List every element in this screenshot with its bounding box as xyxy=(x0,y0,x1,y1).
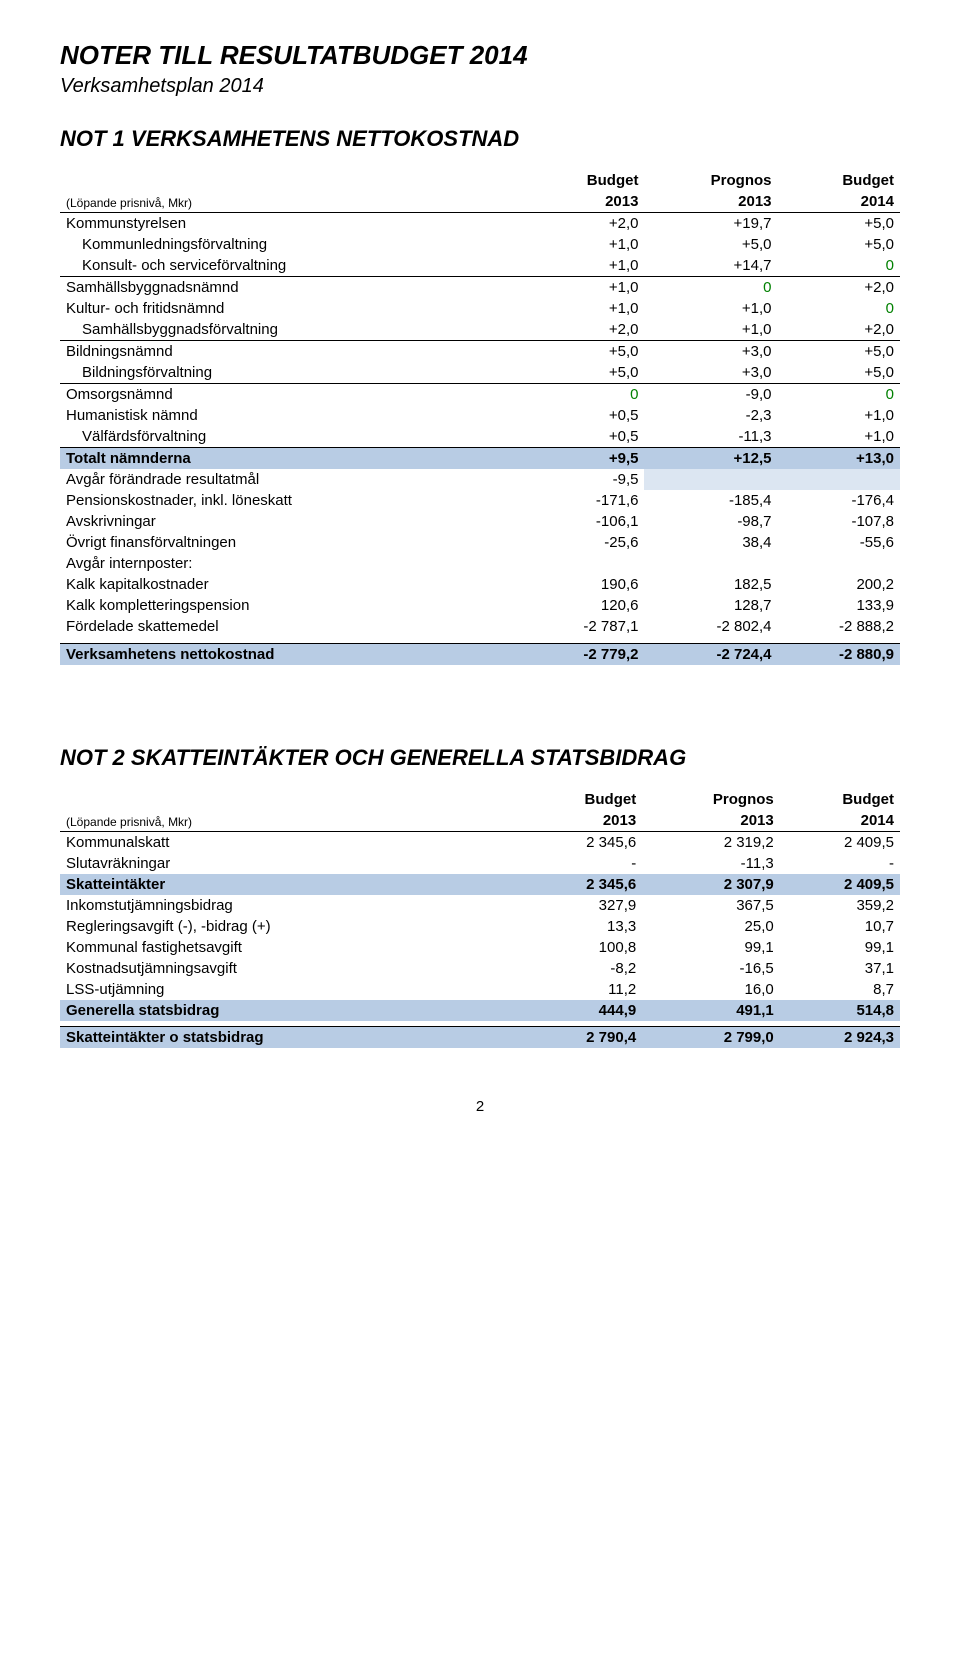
table-row: LSS-utjämning 11,2 16,0 8,7 xyxy=(60,979,900,1000)
table-row: Kalk kapitalkostnader 190,6 182,5 200,2 xyxy=(60,574,900,595)
table-row: Kultur- och fritidsnämnd +1,0 +1,0 0 xyxy=(60,298,900,319)
col-header: 2013 xyxy=(642,810,780,832)
col-header: 2014 xyxy=(780,810,900,832)
not2-table: Budget Prognos Budget (Löpande prisnivå,… xyxy=(60,789,900,1049)
table-row: Övrigt finansförvaltningen -25,6 38,4 -5… xyxy=(60,532,900,553)
col-header: Prognos xyxy=(644,170,777,191)
table-row: Kommunal fastighetsavgift 100,8 99,1 99,… xyxy=(60,937,900,958)
col-header: Budget xyxy=(780,789,900,810)
table-row: Samhällsbyggnadsförvaltning +2,0 +1,0 +2… xyxy=(60,319,900,341)
col-header: Budget xyxy=(778,170,900,191)
table-row: Slutavräkningar - -11,3 - xyxy=(60,853,900,874)
unit-label: (Löpande prisnivå, Mkr) xyxy=(60,810,522,832)
table-row: Kostnadsutjämningsavgift -8,2 -16,5 37,1 xyxy=(60,958,900,979)
table-row: Konsult- och serviceförvaltning +1,0 +14… xyxy=(60,255,900,277)
table-row: Kommunstyrelsen +2,0 +19,7 +5,0 xyxy=(60,213,900,235)
subtotal-row: Totalt nämnderna +9,5 +12,5 +13,0 xyxy=(60,448,900,470)
table-row: Samhällsbyggnadsnämnd +1,0 0 +2,0 xyxy=(60,277,900,299)
table-row: Avskrivningar -106,1 -98,7 -107,8 xyxy=(60,511,900,532)
not2-heading: NOT 2 SKATTEINTÄKTER OCH GENERELLA STATS… xyxy=(60,745,900,771)
subtotal-row: Skatteintäkter 2 345,6 2 307,9 2 409,5 xyxy=(60,874,900,895)
page-subtitle: Verksamhetsplan 2014 xyxy=(60,75,900,98)
page-number: 2 xyxy=(60,1098,900,1115)
total-row: Verksamhetens nettokostnad -2 779,2 -2 7… xyxy=(60,643,900,665)
table-row: Regleringsavgift (-), -bidrag (+) 13,3 2… xyxy=(60,916,900,937)
col-header: 2014 xyxy=(778,191,900,213)
not1-table: Budget Prognos Budget (Löpande prisnivå,… xyxy=(60,170,900,665)
table-row: Pensionskostnader, inkl. löneskatt -171,… xyxy=(60,490,900,511)
table-row: Kalk kompletteringspension 120,6 128,7 1… xyxy=(60,595,900,616)
table-row: Omsorgsnämnd 0 -9,0 0 xyxy=(60,384,900,406)
page-title: NOTER TILL RESULTATBUDGET 2014 xyxy=(60,40,900,71)
col-header: Prognos xyxy=(642,789,780,810)
total-row: Skatteintäkter o statsbidrag 2 790,4 2 7… xyxy=(60,1027,900,1049)
table-row: Bildningsnämnd +5,0 +3,0 +5,0 xyxy=(60,341,900,363)
table-row: Avgår internposter: xyxy=(60,553,900,574)
col-header: Budget xyxy=(522,789,642,810)
table-row: Bildningsförvaltning +5,0 +3,0 +5,0 xyxy=(60,362,900,384)
table-row: Fördelade skattemedel -2 787,1 -2 802,4 … xyxy=(60,616,900,637)
subtotal-row: Generella statsbidrag 444,9 491,1 514,8 xyxy=(60,1000,900,1021)
table-row: Kommunalskatt 2 345,6 2 319,2 2 409,5 xyxy=(60,831,900,853)
col-header: 2013 xyxy=(522,191,644,213)
table-row: Avgår förändrade resultatmål -9,5 xyxy=(60,469,900,490)
col-header: Budget xyxy=(522,170,644,191)
table-row: Välfärdsförvaltning +0,5 -11,3 +1,0 xyxy=(60,426,900,448)
unit-label: (Löpande prisnivå, Mkr) xyxy=(60,191,522,213)
not1-heading: NOT 1 VERKSAMHETENS NETTOKOSTNAD xyxy=(60,126,900,152)
col-header: 2013 xyxy=(644,191,777,213)
col-header: 2013 xyxy=(522,810,642,832)
table-row: Humanistisk nämnd +0,5 -2,3 +1,0 xyxy=(60,405,900,426)
table-row: Kommunledningsförvaltning +1,0 +5,0 +5,0 xyxy=(60,234,900,255)
table-row: Inkomstutjämningsbidrag 327,9 367,5 359,… xyxy=(60,895,900,916)
